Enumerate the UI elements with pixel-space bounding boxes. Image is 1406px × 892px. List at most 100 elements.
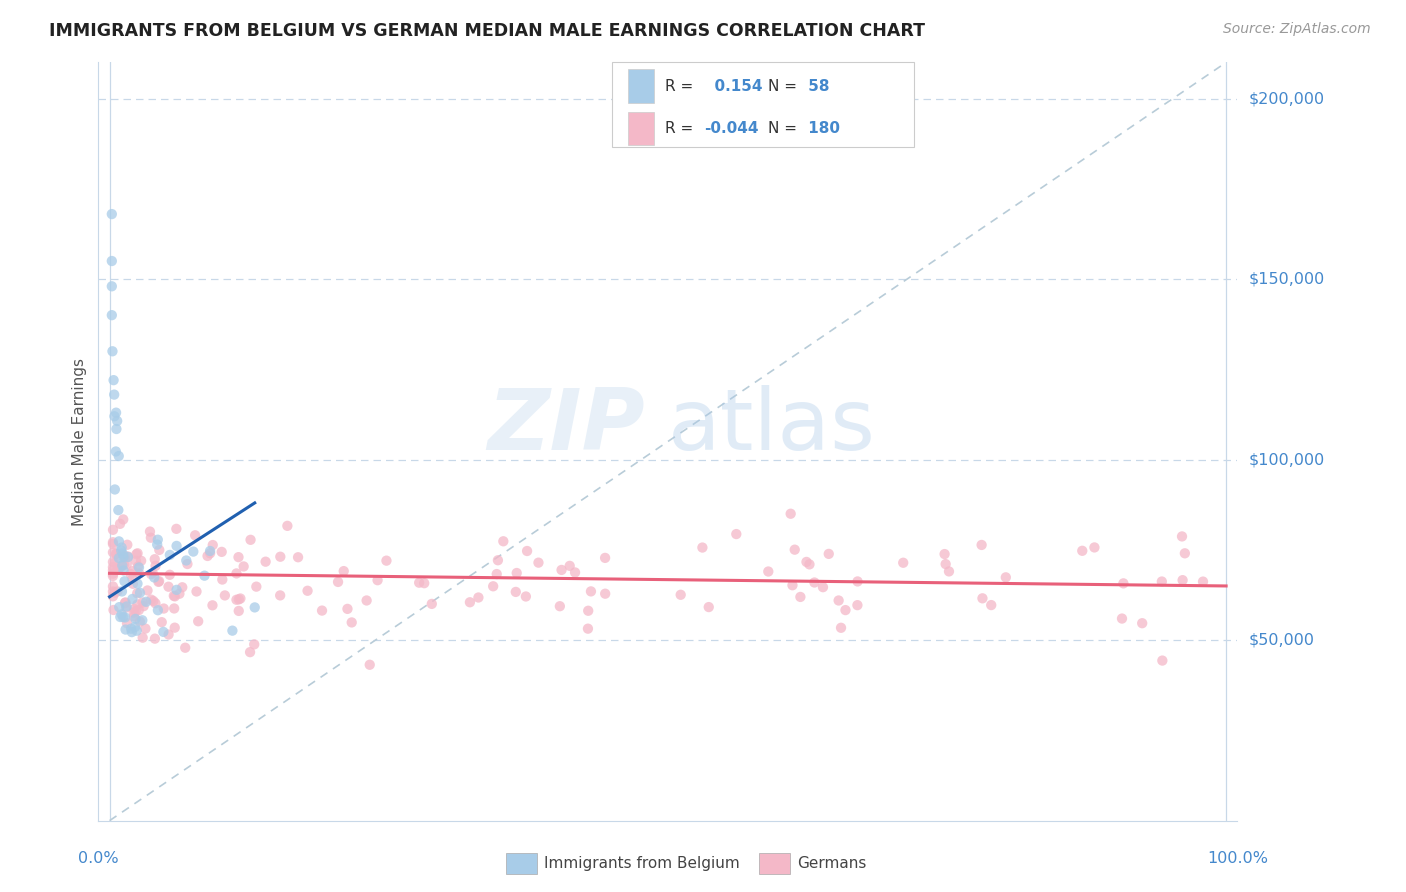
Point — [108, 600, 131, 615]
Point — [1150, 574, 1173, 589]
Text: R =: R = — [665, 78, 693, 94]
Text: 0.154: 0.154 — [704, 78, 763, 94]
Point — [239, 645, 262, 659]
Text: 0.0%: 0.0% — [79, 851, 118, 866]
Point — [114, 549, 136, 563]
Point — [254, 555, 277, 569]
Point — [110, 610, 132, 624]
Point — [506, 566, 529, 580]
Point — [111, 541, 134, 555]
Text: Source: ZipAtlas.com: Source: ZipAtlas.com — [1223, 22, 1371, 37]
Point — [125, 624, 148, 638]
Point — [139, 524, 162, 539]
Point — [1174, 546, 1197, 560]
Point — [548, 599, 571, 614]
Point — [129, 615, 152, 629]
Point — [152, 624, 174, 639]
Point — [122, 609, 145, 624]
Point — [811, 580, 834, 594]
Point — [127, 586, 149, 600]
Point — [122, 576, 145, 591]
Point — [101, 545, 124, 559]
Point — [1192, 574, 1215, 589]
Point — [112, 512, 135, 526]
Point — [669, 588, 692, 602]
Point — [505, 585, 527, 599]
Point — [105, 422, 128, 436]
Point — [172, 580, 194, 594]
Point — [486, 553, 509, 567]
Point — [122, 602, 145, 616]
Text: R =: R = — [665, 121, 693, 136]
Point — [779, 507, 801, 521]
Point — [846, 598, 869, 612]
Point — [756, 565, 779, 579]
Point — [111, 584, 134, 599]
Point — [516, 544, 538, 558]
Point — [115, 600, 138, 615]
Point — [121, 591, 143, 606]
Point — [515, 590, 537, 604]
Point — [193, 568, 215, 582]
Point — [176, 557, 198, 571]
Point — [198, 544, 221, 558]
Point — [166, 539, 188, 553]
Point — [1152, 654, 1174, 668]
Point — [558, 558, 581, 573]
Point — [139, 531, 162, 545]
Point — [125, 547, 148, 561]
Point — [375, 554, 398, 568]
Point — [101, 523, 124, 537]
Point — [834, 603, 856, 617]
Point — [458, 595, 481, 609]
Point — [111, 607, 134, 622]
Point — [1171, 529, 1194, 543]
Point — [891, 556, 914, 570]
Point — [146, 603, 169, 617]
Point — [550, 563, 572, 577]
Point — [198, 546, 221, 560]
Point — [101, 566, 124, 581]
Point — [105, 547, 128, 561]
Point — [114, 551, 136, 566]
Point — [112, 550, 135, 565]
Point — [228, 592, 250, 607]
Point — [120, 566, 142, 581]
Text: ZIP: ZIP — [488, 384, 645, 468]
Point — [579, 584, 602, 599]
Point — [114, 596, 136, 610]
Point — [817, 547, 839, 561]
Point — [115, 558, 138, 572]
Point — [101, 537, 124, 551]
Point — [201, 538, 224, 552]
Point — [186, 584, 208, 599]
Text: $100,000: $100,000 — [1249, 452, 1324, 467]
Point — [105, 414, 128, 428]
Point — [103, 603, 125, 617]
Point — [141, 567, 163, 582]
Point — [135, 595, 157, 609]
Point — [225, 566, 247, 581]
Point — [136, 583, 159, 598]
Text: 100.0%: 100.0% — [1206, 851, 1268, 866]
Point — [115, 599, 138, 614]
Point — [697, 600, 720, 615]
Point — [124, 612, 146, 626]
Point — [150, 615, 173, 630]
Point — [174, 640, 197, 655]
Point — [564, 566, 586, 580]
Point — [408, 575, 430, 590]
Point — [356, 593, 378, 607]
Point — [114, 623, 136, 637]
Point — [115, 616, 138, 631]
Point — [131, 595, 153, 609]
Point — [934, 547, 956, 561]
Point — [146, 538, 169, 552]
Point — [340, 615, 363, 630]
Point — [101, 535, 124, 549]
Point — [129, 554, 152, 568]
Point — [935, 557, 957, 571]
Point — [112, 558, 135, 572]
Point — [148, 574, 170, 589]
Text: N =: N = — [768, 78, 797, 94]
